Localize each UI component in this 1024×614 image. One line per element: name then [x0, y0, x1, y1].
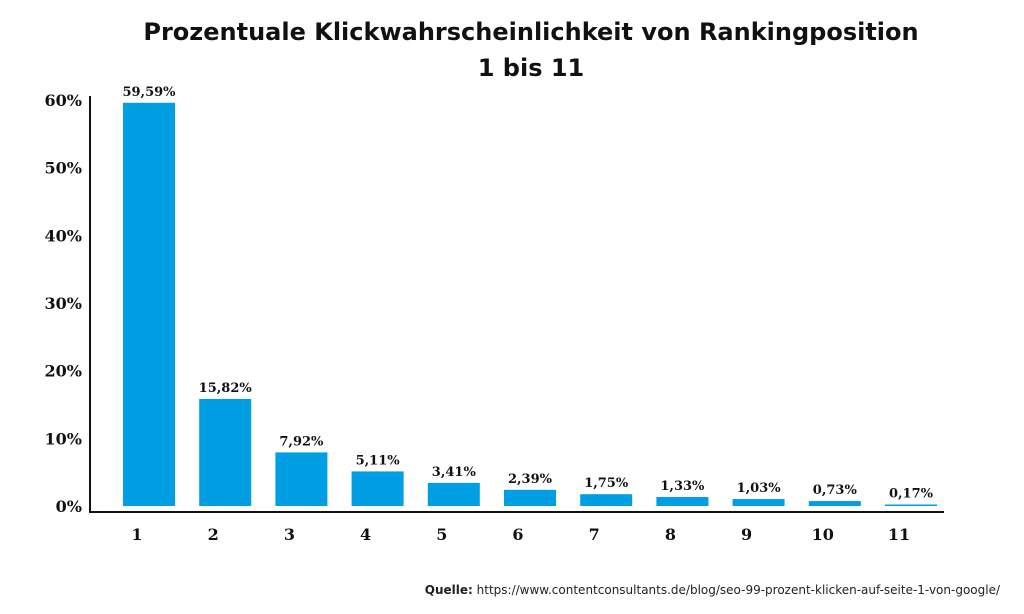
value-label-11: 0,17%: [889, 487, 934, 502]
value-label-8: 1,33%: [660, 479, 705, 494]
bars: [123, 102, 937, 507]
bar-4: [351, 471, 404, 506]
value-labels: 59,59% 15,82% 7,92% 5,11% 3,41% 2,39% 1,75% 1,3…: [122, 85, 933, 502]
value-label-4: 5,11%: [356, 453, 401, 468]
y-tick-label-0: 0%: [56, 497, 82, 516]
source-label: Quelle:: [424, 583, 473, 597]
x-axis-labels: 1 2 3 4 5 6 7 8 9 10 11: [131, 525, 910, 544]
value-label-6: 2,39%: [508, 472, 553, 487]
bar-2: [199, 398, 252, 506]
y-tick-label-30: 30%: [45, 294, 82, 313]
bar-5: [427, 482, 480, 506]
y-tick-label-10: 10%: [45, 429, 82, 448]
bar-10: [808, 501, 861, 506]
bar-3: [275, 452, 328, 506]
y-axis-ticks: 0% 10% 20% 30% 40% 50% 60%: [45, 91, 82, 516]
bar-9: [732, 499, 785, 506]
bar-11: [885, 504, 937, 506]
value-label-3: 7,92%: [279, 434, 324, 449]
value-label-1: 59,59%: [122, 85, 176, 100]
bar-1: [123, 102, 175, 507]
y-tick-label-60: 60%: [45, 91, 82, 110]
x-tick-label-8: 8: [665, 525, 676, 544]
chart-title: Prozentuale Klickwahrscheinlichkeit von …: [0, 14, 1024, 86]
y-tick-label-20: 20%: [45, 362, 82, 381]
bar-8: [656, 497, 709, 506]
x-tick-label-6: 6: [512, 525, 523, 544]
value-label-7: 1,75%: [584, 476, 629, 491]
x-tick-label-5: 5: [436, 525, 447, 544]
source-note: Quelle: https://www.contentconsultants.d…: [425, 583, 1000, 597]
chart-title-line-2: 1 bis 11: [477, 54, 585, 82]
chart-title-line-1: Prozentuale Klickwahrscheinlichkeit von …: [143, 18, 919, 46]
bar-6: [504, 489, 556, 506]
x-tick-label-7: 7: [589, 525, 600, 544]
value-label-10: 0,73%: [813, 483, 858, 498]
x-tick-label-11: 11: [888, 525, 910, 544]
value-label-2: 15,82%: [199, 381, 253, 396]
value-label-9: 1,03%: [737, 481, 782, 496]
x-tick-label-4: 4: [360, 525, 371, 544]
x-tick-label-2: 2: [208, 525, 219, 544]
x-tick-label-1: 1: [131, 525, 142, 544]
y-tick-label-50: 50%: [45, 159, 82, 178]
x-tick-label-3: 3: [284, 525, 295, 544]
y-tick-label-40: 40%: [45, 226, 82, 245]
bar-7: [580, 494, 633, 506]
x-tick-label-10: 10: [812, 525, 834, 544]
source-url: https://www.contentconsultants.de/blog/s…: [476, 583, 1000, 597]
value-label-5: 3,41%: [432, 465, 477, 480]
x-tick-label-9: 9: [741, 525, 752, 544]
